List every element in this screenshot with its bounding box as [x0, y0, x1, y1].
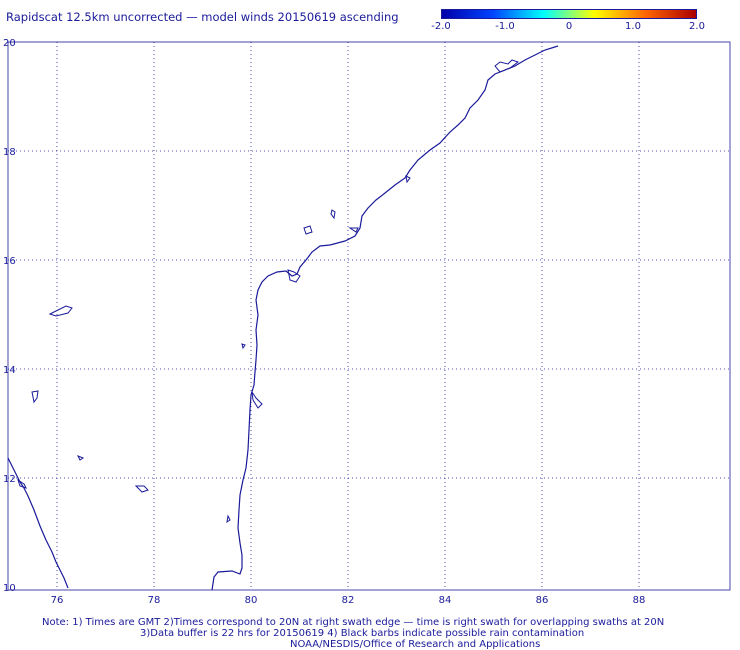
latitude-label: 18	[3, 147, 16, 158]
island-a	[303, 225, 313, 235]
latitude-label: 20	[3, 38, 16, 49]
latitude-label: 10	[3, 583, 16, 594]
plot-frame	[7, 41, 731, 591]
chilika-lake	[494, 59, 520, 73]
island-west-a	[48, 305, 73, 317]
latitude-labels: 20 18 16 14 12 10	[3, 38, 16, 594]
latitude-label: 14	[3, 365, 16, 376]
graticule	[8, 42, 730, 590]
longitude-label: 76	[51, 595, 64, 606]
longitude-label: 78	[148, 595, 161, 606]
longitude-labels: 76 78 80 82 84 86 88	[51, 595, 646, 606]
coastline-west-india	[7, 457, 69, 589]
longitude-label: 82	[342, 595, 355, 606]
note-line-1: Note: 1) Times are GMT 2)Times correspon…	[42, 617, 665, 628]
colorbar-tick-label: -2.0	[431, 21, 451, 32]
longitude-label: 86	[536, 595, 549, 606]
island-f	[226, 514, 231, 524]
island-west-c	[76, 455, 85, 461]
colorbar-tick-label: -1.0	[495, 21, 515, 32]
longitude-label: 80	[245, 595, 258, 606]
longitude-label: 88	[633, 595, 646, 606]
godavari-delta	[287, 269, 301, 283]
colorbar	[441, 9, 697, 19]
coastline-east-india	[211, 45, 559, 591]
latitude-label: 16	[3, 256, 16, 267]
colorbar-tick-label: 0	[565, 21, 573, 32]
colorbar-tick-label: 2.0	[689, 21, 705, 32]
island-west-e	[17, 478, 27, 489]
island-d	[241, 343, 246, 350]
colorbar-tick-label: 1.0	[625, 21, 641, 32]
pulicat-lake	[251, 391, 263, 409]
note-line-2: 3)Data buffer is 22 hrs for 20150619 4) …	[140, 628, 585, 639]
island-west-d	[134, 485, 149, 493]
island-c	[348, 227, 359, 233]
latitude-label: 12	[3, 474, 16, 485]
island-e	[405, 175, 411, 184]
longitude-label: 84	[439, 595, 452, 606]
note-line-3: NOAA/NESDIS/Office of Research and Appli…	[290, 639, 541, 650]
island-b	[330, 209, 336, 220]
island-west-b	[31, 390, 39, 404]
map-title: Rapidscat 12.5km uncorrected — model win…	[6, 10, 399, 24]
